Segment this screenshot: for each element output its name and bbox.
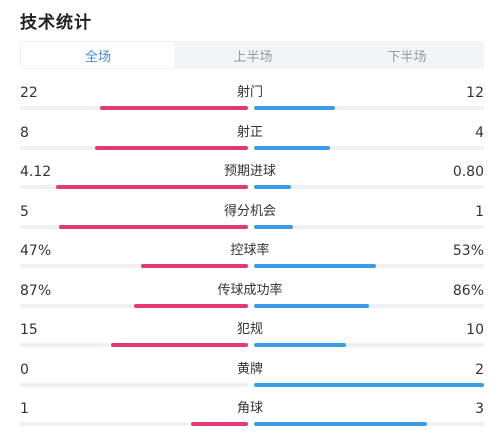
away-value: 12 [466, 85, 484, 101]
tab-full-match[interactable]: 全场 [20, 41, 176, 69]
home-bar [111, 343, 248, 347]
home-bar-track [20, 264, 248, 268]
home-value: 47% [20, 243, 52, 259]
home-value: 8 [20, 124, 29, 141]
home-value: 4.12 [20, 164, 52, 180]
home-value: 22 [20, 85, 38, 101]
home-bar [95, 145, 248, 150]
away-bar-track [254, 343, 484, 347]
stat-label: 预期进球 [223, 164, 276, 179]
away-bar [254, 303, 369, 308]
away-value: 3 [475, 401, 484, 417]
stat-row-big-chances: 5 得分机会 1 [0, 203, 500, 239]
home-value: 5 [20, 203, 29, 220]
away-bar-track [254, 224, 484, 229]
stat-label: 传球成功率 [217, 282, 283, 298]
home-bar [99, 106, 248, 110]
away-bar [254, 422, 427, 426]
home-bar-track [20, 224, 248, 229]
away-bar-track [254, 106, 484, 110]
away-bar [254, 106, 335, 110]
away-value: 86% [452, 282, 484, 299]
stat-label: 犯规 [236, 322, 263, 337]
home-bar-track [20, 106, 248, 110]
home-bar-track [20, 145, 248, 150]
home-bar-track [20, 422, 248, 426]
home-value: 1 [20, 401, 29, 417]
away-bar [254, 264, 376, 268]
away-bar [254, 343, 346, 347]
home-bar-track [20, 185, 248, 189]
tab-second-half[interactable]: 下半场 [387, 49, 427, 65]
home-bar [134, 303, 248, 308]
stat-row-corners: 1 角球 3 [0, 400, 500, 436]
stat-label: 角球 [236, 401, 263, 416]
away-value: 1 [475, 203, 484, 220]
home-bar-track [20, 382, 248, 387]
away-bar-track [254, 264, 484, 268]
away-value: 53% [452, 243, 484, 259]
period-tabs: 全场 上半场 下半场 [20, 41, 484, 69]
home-bar [140, 264, 248, 268]
away-bar-track [254, 185, 484, 189]
home-value: 15 [20, 322, 38, 338]
stat-label: 黄牌 [236, 361, 263, 377]
away-bar [254, 224, 294, 229]
away-bar [254, 382, 484, 387]
away-value: 2 [475, 361, 484, 378]
home-value: 0 [20, 361, 29, 378]
away-value: 0.80 [452, 164, 484, 180]
stat-label: 射正 [236, 124, 263, 140]
home-bar [191, 422, 248, 426]
away-bar-track [254, 422, 484, 426]
stat-row-shots: 22 射门 12 [0, 84, 500, 120]
stat-row-fouls: 15 犯规 10 [0, 321, 500, 357]
stat-row-possession: 47% 控球率 53% [0, 242, 500, 278]
home-bar [58, 224, 248, 229]
away-bar-track [254, 382, 484, 387]
stat-label: 控球率 [230, 243, 270, 258]
stat-row-yellow-cards: 0 黄牌 2 [0, 361, 500, 397]
away-value: 10 [466, 322, 484, 338]
away-value: 4 [475, 124, 484, 141]
stat-label: 射门 [236, 85, 263, 100]
home-bar-track [20, 303, 248, 308]
away-bar [254, 145, 330, 150]
stat-row-shots-on-target: 8 射正 4 [0, 124, 500, 160]
home-bar [56, 185, 248, 189]
home-bar-track [20, 343, 248, 347]
tab-first-half[interactable]: 上半场 [233, 49, 273, 65]
stat-label: 得分机会 [223, 203, 276, 219]
away-bar-track [254, 303, 484, 308]
stat-row-pass-accuracy: 87% 传球成功率 86% [0, 282, 500, 318]
home-value: 87% [20, 282, 52, 299]
page-title: 技术统计 [20, 13, 92, 33]
away-bar [254, 185, 291, 189]
stat-row-expected-goals: 4.12 预期进球 0.80 [0, 163, 500, 199]
away-bar-track [254, 145, 484, 150]
